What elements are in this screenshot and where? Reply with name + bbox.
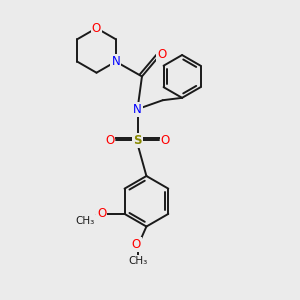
- Text: O: O: [131, 238, 141, 251]
- Text: O: O: [92, 22, 101, 34]
- Text: CH₃: CH₃: [76, 216, 95, 226]
- Text: O: O: [97, 207, 106, 220]
- Text: N: N: [111, 55, 120, 68]
- Text: CH₃: CH₃: [128, 256, 147, 266]
- Text: N: N: [133, 103, 142, 116]
- Text: O: O: [105, 134, 114, 147]
- Text: S: S: [133, 134, 142, 147]
- Text: O: O: [157, 48, 167, 61]
- Text: O: O: [161, 134, 170, 147]
